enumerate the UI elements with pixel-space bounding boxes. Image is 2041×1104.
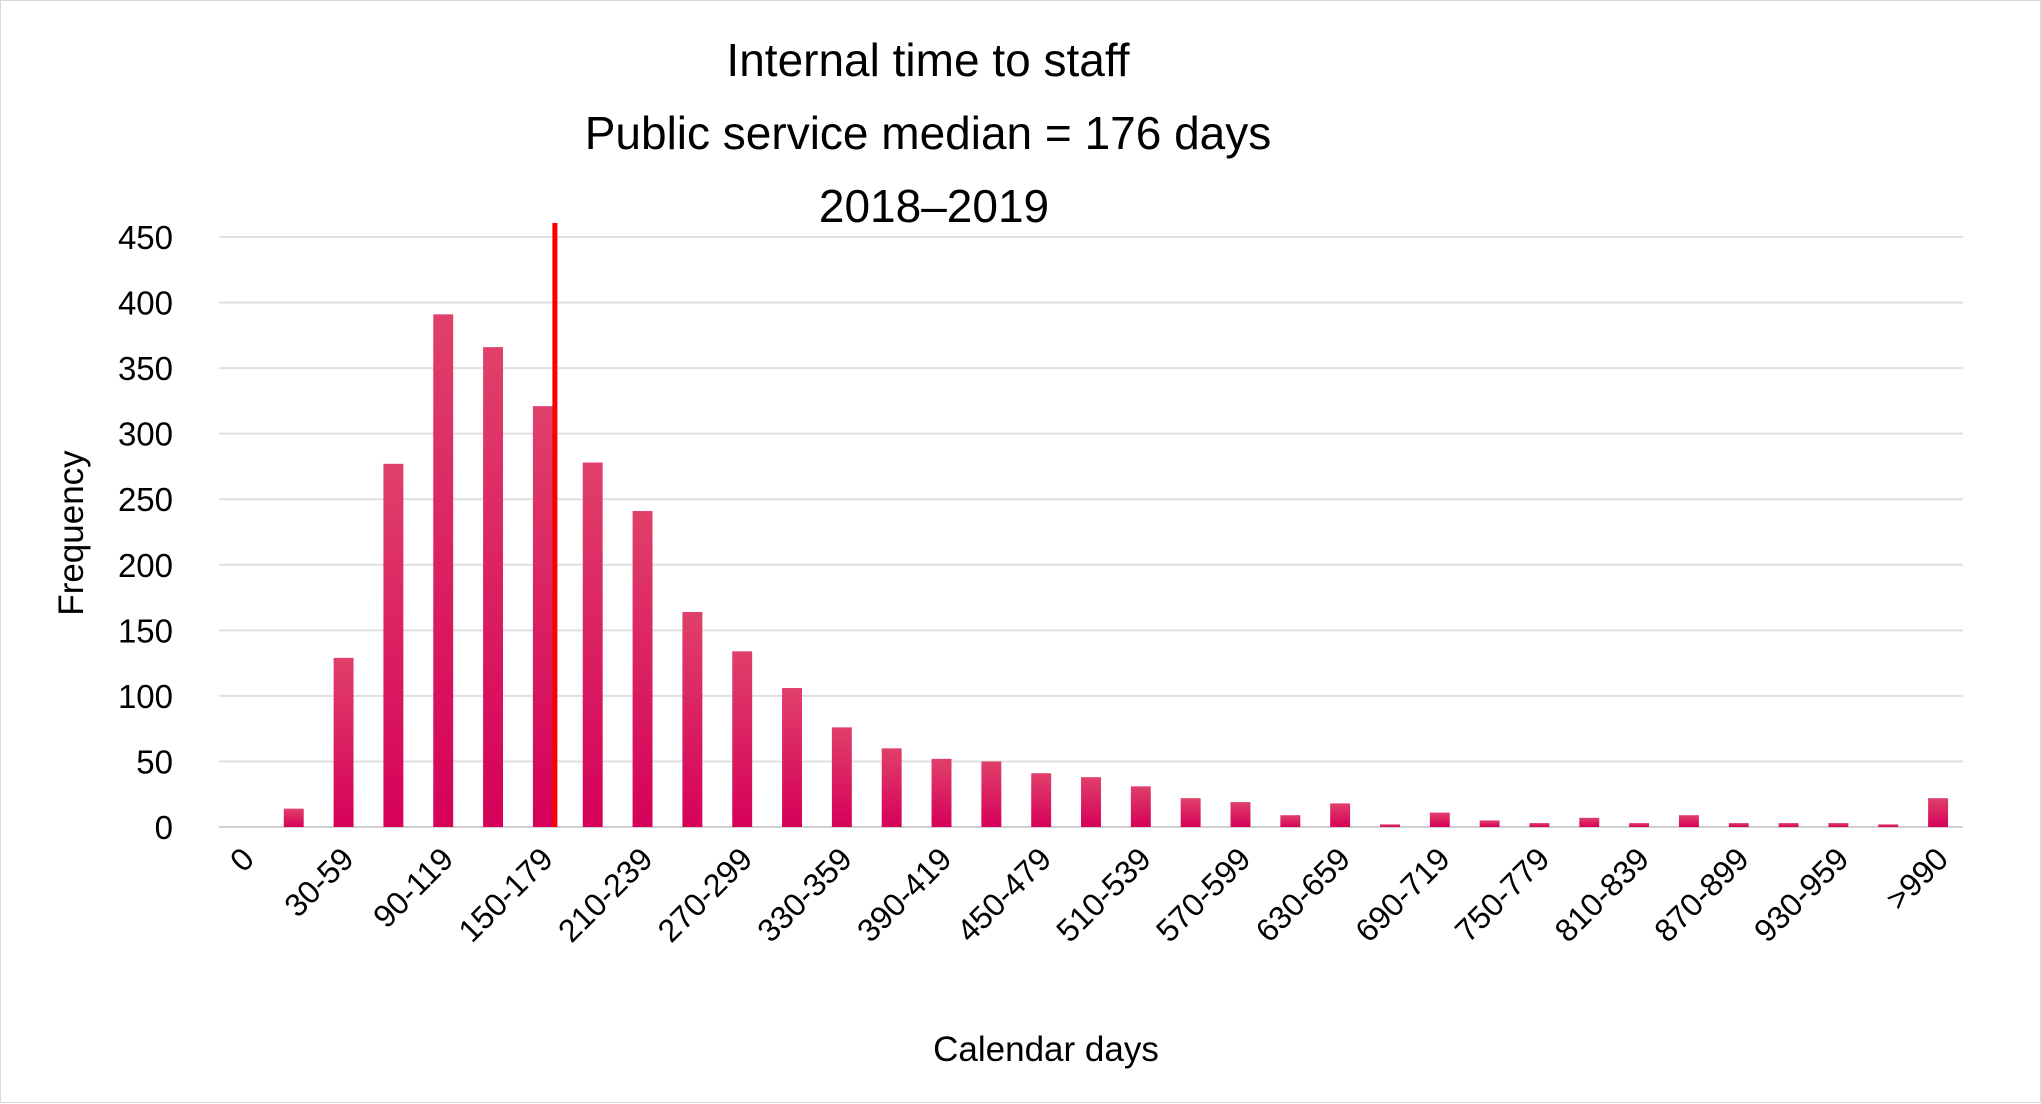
y-tick-label: 200 <box>118 547 173 584</box>
bar-810-839 <box>1629 823 1650 827</box>
bar-750-779 <box>1529 823 1550 827</box>
bar-510-539 <box>1130 786 1151 827</box>
gridlines <box>219 236 1963 828</box>
chart-subtitle-median: Public service median = 176 days <box>585 107 1272 159</box>
bar-480-509 <box>1081 777 1101 827</box>
x-tick-label: 0 <box>223 840 261 878</box>
bar-30-59 <box>333 657 354 827</box>
x-tick-label: 390-419 <box>850 840 958 948</box>
bar-870-899 <box>1728 823 1749 827</box>
bar-540-569 <box>1180 798 1201 827</box>
bar-210-239 <box>632 511 653 827</box>
bar-420-449 <box>981 761 1002 827</box>
x-tick-label: 150-179 <box>451 840 559 948</box>
x-tick-label: 870-899 <box>1647 840 1755 948</box>
bar-900-929 <box>1778 823 1799 827</box>
y-tick-label: 250 <box>118 481 173 518</box>
y-tick-label: 450 <box>118 219 173 256</box>
x-tick-label: 90-119 <box>366 840 460 934</box>
bar-720-749 <box>1479 820 1500 827</box>
y-tick-label: 150 <box>118 612 173 649</box>
bar-390-419 <box>931 758 952 827</box>
bar-690-719 <box>1429 812 1450 827</box>
bar-840-869 <box>1678 815 1699 827</box>
chart-title: Internal time to staff <box>726 34 1129 86</box>
y-tick-label: 400 <box>118 285 173 322</box>
chart-subtitle-period: 2018–2019 <box>819 180 1049 232</box>
bar-150-179 <box>532 406 553 827</box>
bar-60-89 <box>383 463 404 827</box>
bar-240-269 <box>682 611 703 827</box>
x-tick-label: 330-359 <box>750 840 858 948</box>
x-tick-label: 930-959 <box>1747 840 1855 948</box>
x-tick-label: 810-839 <box>1548 840 1656 948</box>
bar-780-809 <box>1579 817 1600 827</box>
x-tick-label: 510-539 <box>1049 840 1157 948</box>
x-axis-title: Calendar days <box>933 1030 1159 1069</box>
x-tick-label: 630-659 <box>1249 840 1357 948</box>
bar-90-119 <box>433 314 454 827</box>
x-tick-label: 450-479 <box>950 840 1058 948</box>
bar-660-689 <box>1380 824 1400 827</box>
bars <box>283 314 1949 827</box>
x-tick-label: 690-719 <box>1348 840 1456 948</box>
x-tick-label: 30-59 <box>277 840 360 923</box>
y-tick-label: 300 <box>118 416 173 453</box>
y-tick-label: 50 <box>136 743 173 780</box>
bar-360-389 <box>881 748 902 827</box>
bar-450-479 <box>1031 773 1052 827</box>
bar-930-959 <box>1828 823 1849 827</box>
bar-330-359 <box>831 727 852 827</box>
bar-180-209 <box>582 462 603 827</box>
bar->990 <box>1928 798 1949 827</box>
bar-570-599 <box>1230 802 1251 827</box>
y-tick-label: 350 <box>118 350 173 387</box>
bar-0-29 <box>283 808 304 827</box>
y-axis-title: Frequency <box>52 450 91 616</box>
x-tick-label: 570-599 <box>1149 840 1257 948</box>
bar-600-629 <box>1280 815 1301 827</box>
x-tick-label: 750-779 <box>1448 840 1556 948</box>
x-tick-label: 270-299 <box>651 840 759 948</box>
x-tick-label: >990 <box>1879 840 1955 916</box>
bar-960-989 <box>1878 824 1899 827</box>
bar-300-329 <box>782 688 802 827</box>
x-axis-ticks: 0 30-59 90-119150-179210-239270-299330-359… <box>223 840 1955 948</box>
y-axis-ticks: 0 50 100 150 200 250 300 350 400 450 <box>118 219 173 846</box>
x-tick-label: 210-239 <box>551 840 659 948</box>
y-tick-label: 0 <box>155 809 173 846</box>
bar-270-299 <box>732 651 753 827</box>
y-tick-label: 100 <box>118 678 173 715</box>
bar-630-659 <box>1330 803 1351 827</box>
bar-120-149 <box>483 347 504 827</box>
